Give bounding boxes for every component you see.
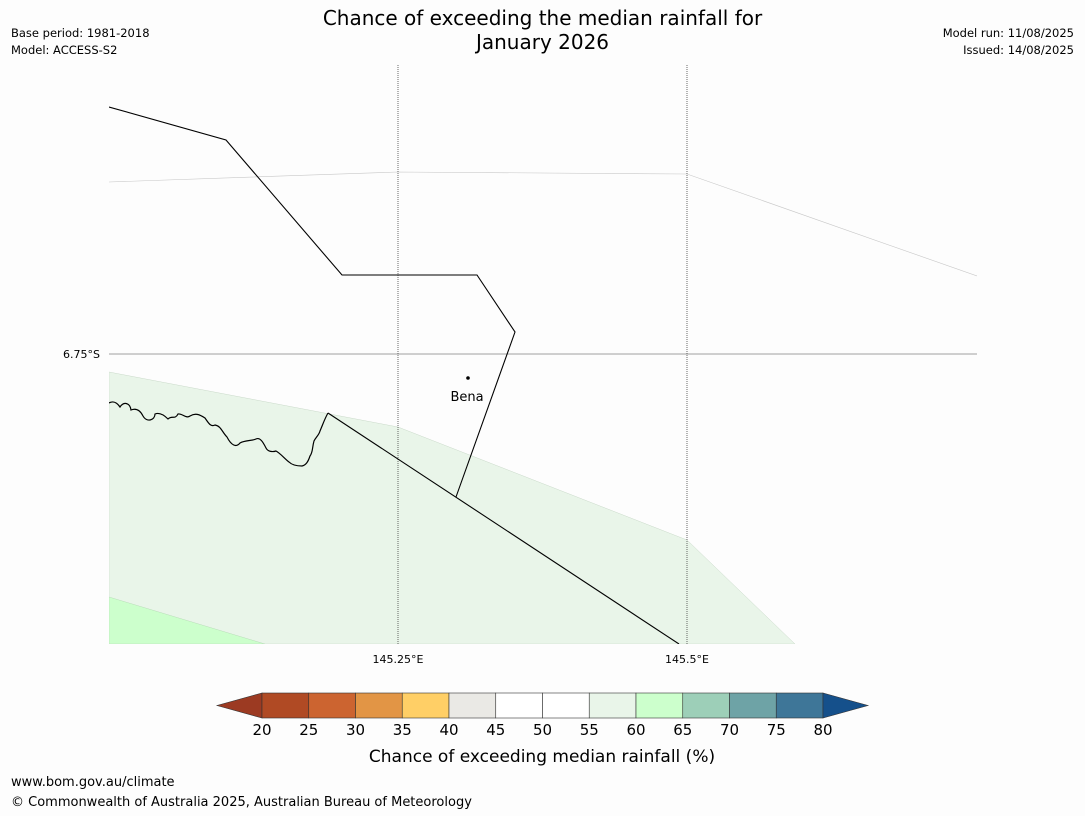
colorbar-swatches [215, 692, 870, 719]
colorbar-tick-25: 25 [299, 721, 318, 739]
colorbar-swatch-35-40 [401, 692, 450, 719]
colorbar-tick-50: 50 [533, 721, 552, 739]
title-line-2: January 2026 [475, 30, 610, 54]
footer-copyright: © Commonwealth of Australia 2025, Austra… [11, 795, 472, 810]
map-canvas: Bena 6.75°S 145.25°E 145.5°E [63, 65, 977, 666]
longitude-label-145-25: 145.25°E [373, 653, 424, 666]
zone-boundary-line [109, 171, 977, 277]
longitude-label-145-5: 145.5°E [665, 653, 709, 666]
colorbar: 20 25 30 35 40 45 50 55 60 65 70 75 80 Chance of exc… [215, 692, 870, 767]
colorbar-tick-30: 30 [346, 721, 365, 739]
colorbar-tick-60: 60 [626, 721, 645, 739]
model-run-text: Model run: 11/08/2025 [942, 26, 1074, 40]
colorbar-ticks: 20 25 30 35 40 45 50 55 60 65 70 75 80 [252, 721, 832, 739]
latitude-label: 6.75°S [63, 348, 100, 361]
province-boundary [109, 106, 516, 498]
map-title: Chance of exceeding the median rainfall … [0, 6, 1085, 54]
colorbar-swatch-75-80 [775, 692, 824, 719]
forecast-zone-60-65 [109, 596, 266, 644]
colorbar-tick-35: 35 [393, 721, 412, 739]
colorbar-swatch-30-35 [355, 692, 403, 719]
colorbar-label: Chance of exceeding median rainfall (%) [369, 747, 715, 767]
colorbar-swatch-20-25 [261, 692, 310, 719]
map-content: Bena [109, 65, 977, 644]
colorbar-tick-70: 70 [720, 721, 739, 739]
colorbar-tick-80: 80 [813, 721, 832, 739]
river-line [109, 401, 329, 467]
metadata-left: Base period: 1981-2018 Model: ACCESS-S2 [11, 25, 150, 59]
colorbar-tick-20: 20 [252, 721, 271, 739]
footer-url: www.bom.gov.au/climate [11, 775, 175, 790]
colorbar-swatch-60-65 [635, 692, 684, 719]
colorbar-tick-45: 45 [486, 721, 505, 739]
colorbar-under-arrow [215, 692, 263, 719]
colorbar-swatch-50-55 [542, 692, 590, 719]
bena-label: Bena [450, 390, 483, 405]
bena-location-dot [466, 376, 470, 380]
metadata-right: Model run: 11/08/2025 Issued: 14/08/2025 [943, 25, 1074, 59]
province-boundary-southeast [327, 412, 680, 644]
colorbar-swatch-25-30 [308, 692, 356, 719]
colorbar-swatch-65-70 [682, 692, 730, 719]
colorbar-tick-65: 65 [673, 721, 692, 739]
colorbar-tick-55: 55 [580, 721, 599, 739]
forecast-zone-55-60 [109, 371, 796, 644]
colorbar-over-arrow [822, 692, 870, 719]
colorbar-tick-75: 75 [767, 721, 786, 739]
title-line-1: Chance of exceeding the median rainfall … [322, 6, 763, 30]
colorbar-swatch-70-75 [729, 692, 777, 719]
base-period-text: Base period: 1981-2018 [11, 26, 150, 40]
issued-text: Issued: 14/08/2025 [963, 43, 1074, 57]
colorbar-swatch-40-45 [448, 692, 497, 719]
colorbar-swatch-55-60 [588, 692, 637, 719]
colorbar-swatch-45-50 [495, 692, 543, 719]
model-text: Model: ACCESS-S2 [11, 43, 118, 57]
colorbar-tick-40: 40 [439, 721, 458, 739]
